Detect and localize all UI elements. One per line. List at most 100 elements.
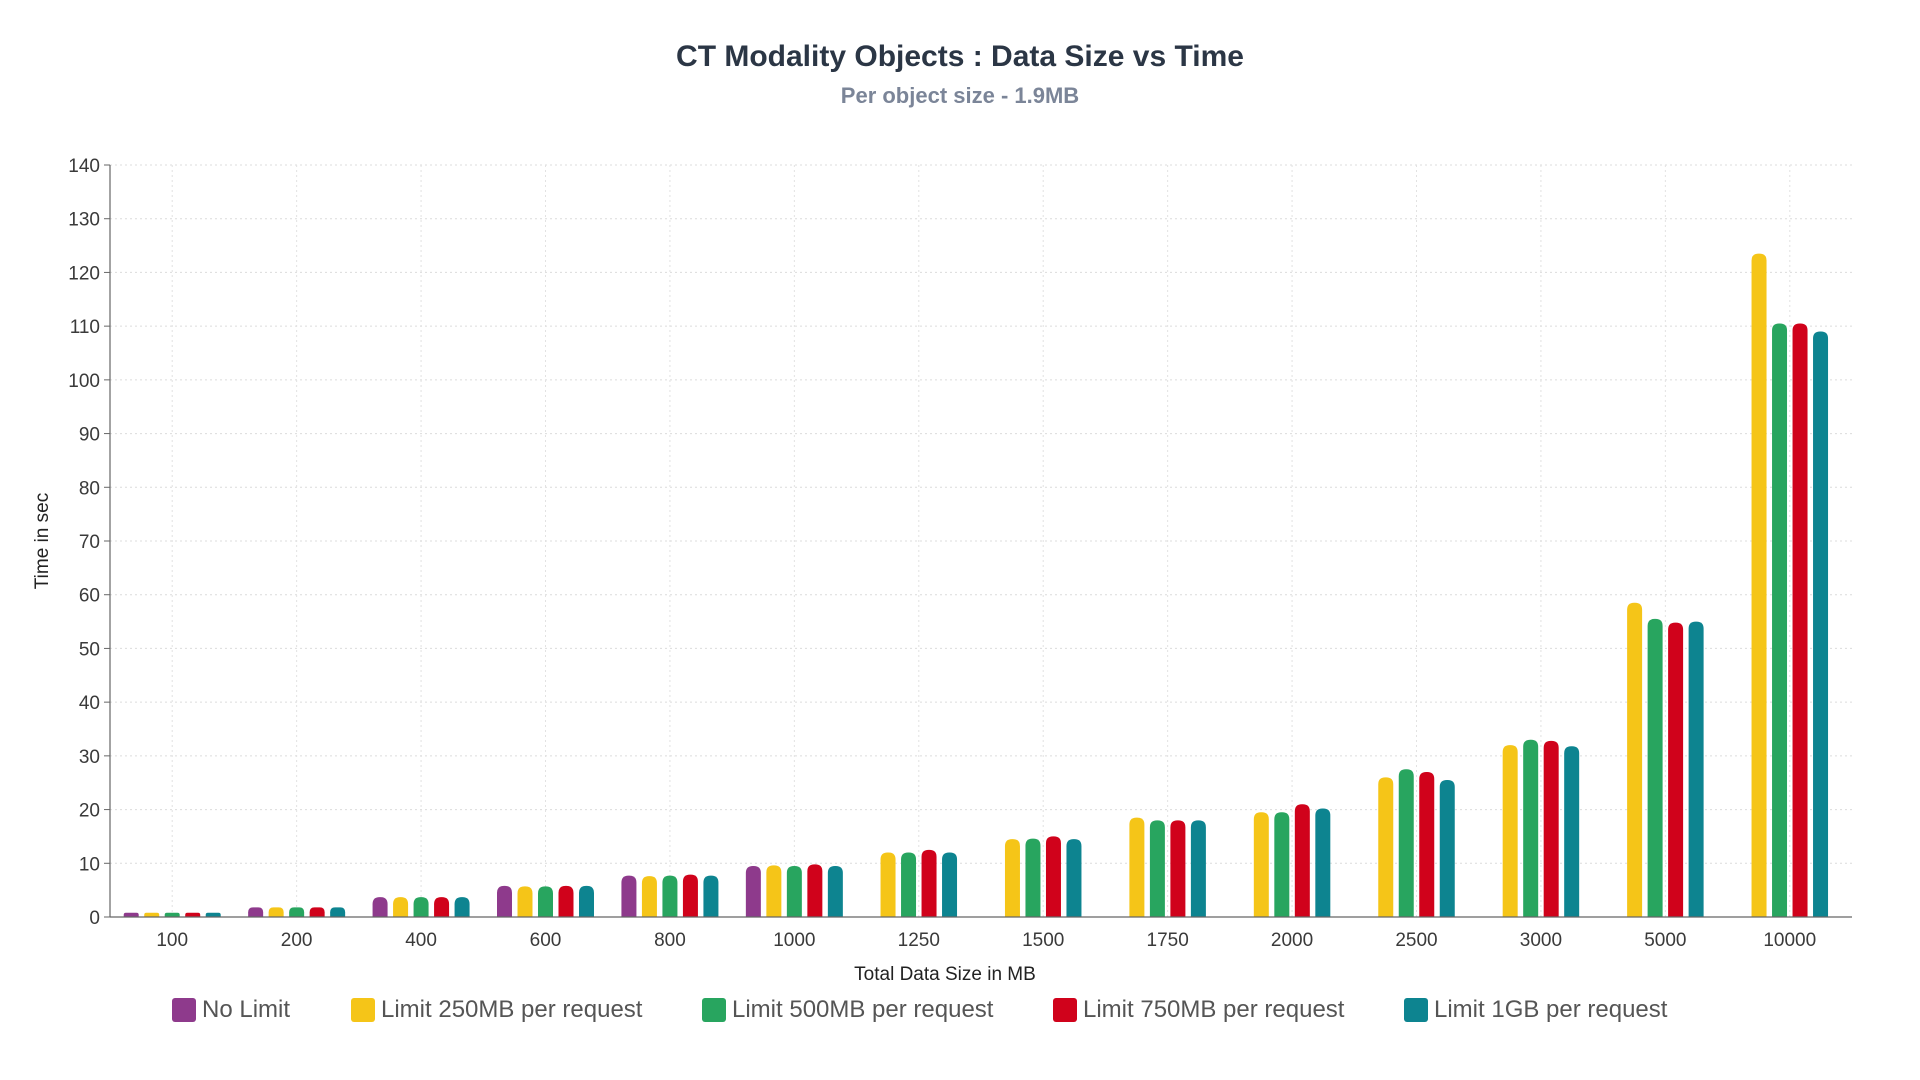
x-tick-label: 200 <box>281 930 313 951</box>
bar <box>1772 323 1788 917</box>
bar <box>641 876 657 917</box>
bar <box>1253 812 1269 917</box>
bar <box>144 912 160 917</box>
bar <box>434 897 450 917</box>
bar <box>1025 838 1041 917</box>
bar <box>1378 777 1394 917</box>
x-tick-label: 10000 <box>1763 930 1816 951</box>
bar <box>1502 745 1518 917</box>
bar <box>703 875 719 917</box>
x-tick-label: 5000 <box>1644 930 1686 951</box>
bar <box>289 907 305 917</box>
bar <box>827 865 843 917</box>
y-tick-labels: 0 10 20 30 40 50 60 70 80 90 100 110 120 130 140 <box>68 156 110 929</box>
legend-item[interactable]: Limit 500MB per request <box>702 996 993 1024</box>
bar <box>164 912 180 917</box>
chart-title: CT Modality Objects : Data Size vs Time <box>676 40 1244 73</box>
bar <box>579 885 594 917</box>
x-tick-label: 1500 <box>1022 930 1064 951</box>
chart-subtitle: Per object size - 1.9MB <box>840 83 1080 108</box>
bar <box>1813 331 1829 917</box>
bar <box>621 875 637 917</box>
bar <box>942 852 958 917</box>
bar <box>1398 769 1414 917</box>
bar <box>1149 820 1165 917</box>
legend-item[interactable]: Limit 250MB per request <box>351 996 642 1024</box>
legend-swatch <box>1053 998 1077 1022</box>
bar <box>880 852 896 917</box>
bar <box>1543 740 1559 917</box>
bar <box>1294 804 1310 917</box>
x-tick-label: 2000 <box>1271 930 1313 951</box>
bars <box>123 253 1829 918</box>
bar <box>662 875 678 917</box>
bar <box>309 907 325 917</box>
bar <box>330 907 346 917</box>
bar <box>205 912 221 917</box>
bar <box>1004 839 1020 917</box>
bar <box>1792 323 1808 917</box>
legend-swatch <box>702 998 726 1022</box>
bar <box>268 907 284 917</box>
bar <box>1688 621 1704 917</box>
legend-item[interactable]: No Limit <box>172 996 290 1024</box>
bar <box>185 912 201 917</box>
x-axis-label: Total Data Size in MB <box>854 964 1036 985</box>
bar <box>413 897 429 917</box>
x-tick-label: 600 <box>530 930 562 951</box>
bar <box>1129 817 1145 917</box>
legend-label: No Limit <box>202 996 291 1023</box>
x-tick-label: 2500 <box>1395 930 1437 951</box>
y-tick-label: 70 <box>79 532 100 553</box>
bar <box>1627 602 1643 917</box>
bar <box>1315 808 1331 917</box>
bar <box>1523 739 1539 917</box>
y-tick-label: 140 <box>68 156 100 177</box>
gridlines <box>110 164 1852 917</box>
bar <box>807 864 823 917</box>
bar <box>1751 253 1767 918</box>
x-tick-label: 1750 <box>1147 930 1189 951</box>
bar <box>1190 820 1206 917</box>
x-tick-label: 1000 <box>773 930 815 951</box>
bar <box>497 885 512 917</box>
y-tick-label: 90 <box>79 425 100 446</box>
bar <box>921 849 937 917</box>
y-tick-label: 130 <box>68 210 100 231</box>
legend-swatch <box>1404 998 1428 1022</box>
legend-item[interactable]: Limit 1GB per request <box>1404 996 1667 1024</box>
legend: No Limit Limit 250MB per request Limit 500… <box>0 996 1920 1030</box>
legend-label: Limit 750MB per request <box>1083 996 1345 1023</box>
y-tick-label: 50 <box>79 639 100 660</box>
y-tick-label: 20 <box>79 801 100 822</box>
x-tick-label: 800 <box>654 930 686 951</box>
x-tick-label: 100 <box>156 930 188 951</box>
legend-item[interactable]: Limit 750MB per request <box>1053 996 1344 1024</box>
x-tick-label: 3000 <box>1520 930 1562 951</box>
legend-swatch <box>351 998 375 1022</box>
bar <box>538 886 553 917</box>
bar <box>1647 618 1663 917</box>
bar <box>766 865 782 917</box>
y-tick-label: 110 <box>70 317 100 338</box>
bar <box>1170 820 1186 917</box>
bar <box>745 865 761 917</box>
bar <box>248 907 264 917</box>
bar <box>454 897 470 917</box>
bar <box>1045 836 1061 917</box>
legend-swatch <box>172 998 196 1022</box>
x-tick-label: 400 <box>405 930 437 951</box>
y-tick-label: 0 <box>89 908 100 929</box>
bar <box>1274 812 1290 917</box>
bar <box>786 865 802 917</box>
bar <box>1066 839 1082 917</box>
y-tick-label: 100 <box>68 371 100 392</box>
y-tick-label: 10 <box>79 854 100 875</box>
bar <box>393 897 409 917</box>
y-tick-label: 120 <box>68 263 100 284</box>
legend-label: Limit 500MB per request <box>732 996 994 1023</box>
y-tick-label: 40 <box>79 693 100 714</box>
bar <box>1439 780 1455 917</box>
bar <box>372 897 388 917</box>
